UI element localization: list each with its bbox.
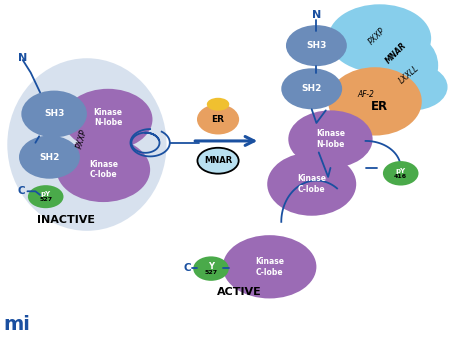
Ellipse shape — [197, 104, 239, 134]
Ellipse shape — [286, 25, 347, 66]
Ellipse shape — [64, 89, 153, 150]
Text: 416: 416 — [394, 174, 407, 179]
Ellipse shape — [56, 137, 150, 202]
Ellipse shape — [7, 58, 166, 231]
Ellipse shape — [19, 135, 80, 179]
Text: MNAR: MNAR — [204, 156, 232, 165]
Text: pY: pY — [41, 191, 51, 197]
Ellipse shape — [198, 148, 238, 174]
Ellipse shape — [383, 161, 419, 186]
Ellipse shape — [328, 67, 422, 135]
Text: ER: ER — [371, 100, 388, 113]
Text: Kinase
N-lobe: Kinase N-lobe — [316, 130, 345, 149]
Ellipse shape — [223, 235, 317, 299]
Text: mi: mi — [3, 315, 30, 334]
Text: Y: Y — [208, 262, 214, 271]
Text: Kinase
C-lobe: Kinase C-lobe — [297, 174, 326, 194]
Text: PXXP: PXXP — [75, 128, 89, 149]
Text: Kinase
N-lobe: Kinase N-lobe — [93, 108, 122, 127]
Text: Kinase
C-lobe: Kinase C-lobe — [255, 257, 284, 277]
Text: MNAR: MNAR — [384, 40, 408, 65]
Text: N: N — [18, 53, 27, 63]
Text: C: C — [18, 186, 25, 196]
Text: SH2: SH2 — [39, 153, 60, 162]
Ellipse shape — [267, 152, 356, 216]
Text: N: N — [312, 10, 321, 20]
Ellipse shape — [21, 91, 87, 137]
Ellipse shape — [363, 31, 438, 100]
Text: SH3: SH3 — [306, 41, 327, 50]
Text: 527: 527 — [204, 270, 218, 275]
Ellipse shape — [377, 64, 447, 110]
Text: ACTIVE: ACTIVE — [217, 287, 262, 297]
Ellipse shape — [361, 21, 417, 71]
Ellipse shape — [207, 98, 229, 111]
Text: INACTIVE: INACTIVE — [37, 215, 95, 225]
Ellipse shape — [193, 256, 229, 281]
Text: PXXP: PXXP — [367, 26, 387, 47]
Ellipse shape — [28, 185, 64, 208]
Text: AF-2: AF-2 — [357, 90, 374, 99]
Text: SH2: SH2 — [301, 84, 322, 93]
Ellipse shape — [281, 68, 342, 109]
Text: LXXLL: LXXLL — [397, 64, 420, 85]
Text: 527: 527 — [39, 197, 52, 202]
Text: pY: pY — [396, 168, 406, 174]
Text: SH3: SH3 — [44, 109, 64, 118]
Text: ER: ER — [211, 115, 225, 124]
Ellipse shape — [288, 110, 373, 168]
Ellipse shape — [328, 4, 431, 73]
Text: C: C — [184, 262, 191, 273]
Text: Kinase
C-lobe: Kinase C-lobe — [89, 160, 118, 179]
